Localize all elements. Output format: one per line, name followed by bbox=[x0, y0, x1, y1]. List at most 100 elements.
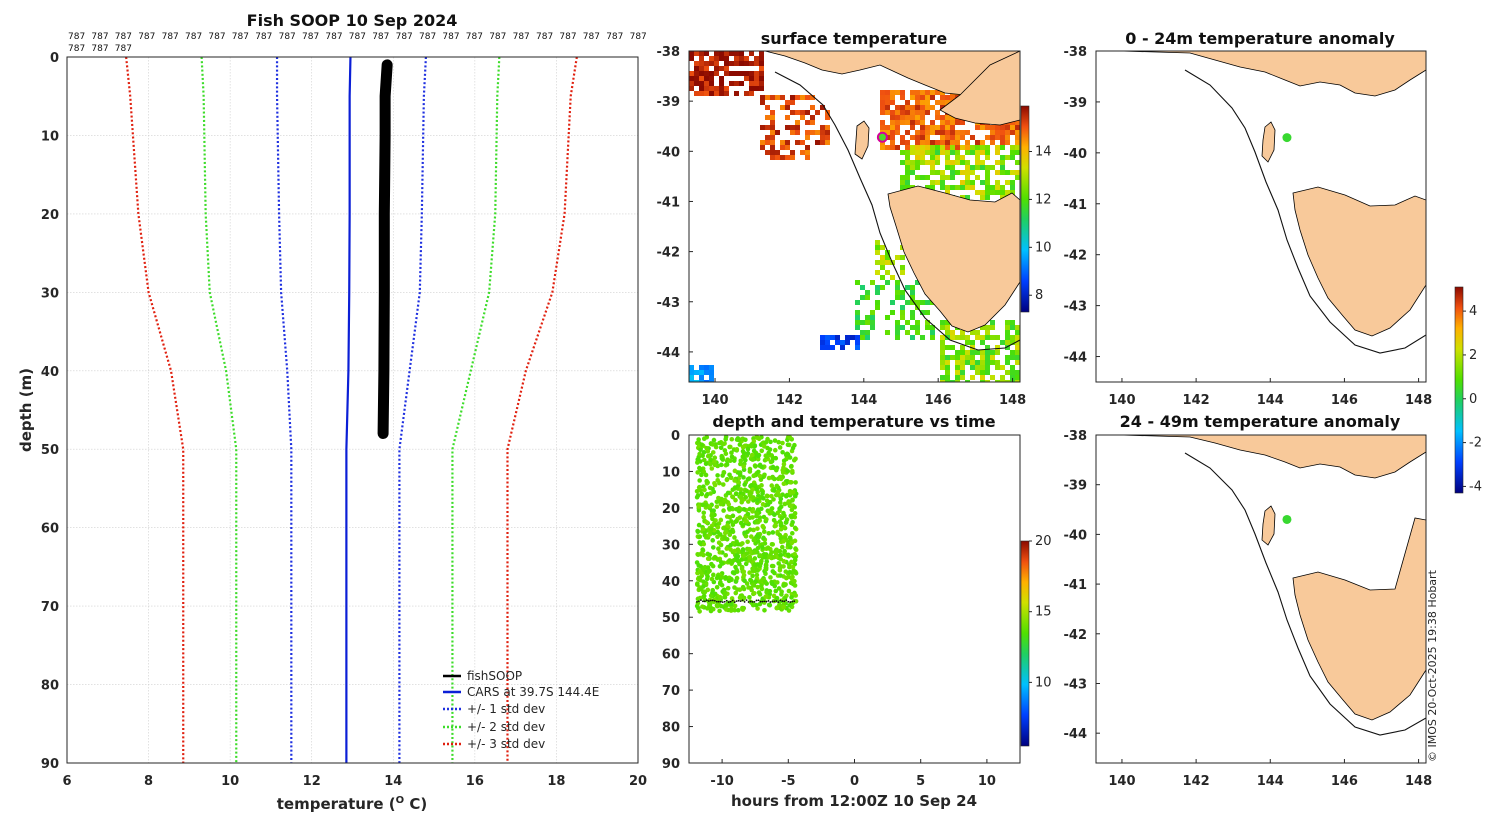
sst-cell bbox=[940, 135, 945, 140]
dt-point bbox=[700, 547, 705, 552]
dt-point bbox=[744, 551, 750, 556]
dt-point bbox=[751, 473, 756, 479]
sst-cell bbox=[1005, 130, 1010, 135]
sst-cell bbox=[920, 100, 925, 105]
sst-cell bbox=[895, 145, 900, 150]
sst-cell bbox=[790, 155, 795, 160]
sst-cell bbox=[689, 86, 694, 91]
sst-cell bbox=[689, 51, 694, 56]
legend-label-std1: +/- 1 std dev bbox=[467, 702, 545, 716]
sst-cell bbox=[915, 155, 920, 160]
dt-point bbox=[788, 480, 793, 485]
sst-cell bbox=[790, 95, 795, 100]
sst-cell bbox=[704, 61, 709, 66]
dt-point bbox=[711, 508, 716, 513]
dt-point bbox=[708, 491, 713, 496]
sst-cell bbox=[955, 170, 960, 175]
dt-bottom-trace bbox=[791, 600, 794, 603]
dt-point bbox=[716, 495, 721, 501]
sst-cell bbox=[805, 145, 810, 150]
sst-cell bbox=[810, 115, 815, 120]
sst-cell bbox=[880, 90, 885, 95]
sst-cell bbox=[699, 71, 704, 76]
dt-point bbox=[727, 515, 733, 520]
dt-point bbox=[792, 538, 798, 544]
sst-cell bbox=[945, 330, 950, 335]
sst-cell bbox=[955, 375, 960, 380]
dt-point bbox=[750, 567, 756, 573]
sst-cell bbox=[865, 320, 870, 325]
map-xtick-label: 148 bbox=[1405, 774, 1432, 789]
sst-cell bbox=[790, 150, 795, 155]
dt-point bbox=[701, 593, 707, 599]
sst-cell bbox=[780, 95, 785, 100]
sst-cell bbox=[935, 180, 940, 185]
sst-cell bbox=[955, 155, 960, 160]
dt-point bbox=[781, 564, 786, 569]
sst-cell bbox=[1010, 130, 1015, 135]
sst-land-victoria-east bbox=[939, 51, 1020, 126]
sst-cell bbox=[895, 120, 900, 125]
sst-cell bbox=[950, 135, 955, 140]
dt-point bbox=[769, 549, 774, 555]
sst-cell bbox=[915, 95, 920, 100]
dt-point bbox=[732, 485, 738, 490]
sst-cell bbox=[770, 135, 775, 140]
dt-point bbox=[699, 472, 704, 478]
sst-cell bbox=[765, 95, 770, 100]
sst-cell bbox=[935, 150, 940, 155]
dt-point bbox=[721, 525, 726, 531]
dt-point bbox=[740, 444, 746, 450]
dt-point bbox=[749, 443, 755, 449]
dt-point bbox=[781, 465, 786, 470]
dt-point bbox=[780, 544, 785, 550]
profile-title: Fish SOOP 10 Sep 2024 bbox=[247, 11, 458, 30]
sst-cell bbox=[945, 130, 950, 135]
dt-point bbox=[708, 461, 713, 467]
dt-bottom-trace bbox=[725, 599, 728, 602]
sst-cell bbox=[709, 61, 714, 66]
sst-colorbar bbox=[1020, 105, 1030, 313]
sst-cell bbox=[990, 355, 995, 360]
sst-cell bbox=[985, 330, 990, 335]
sst-cell bbox=[729, 61, 734, 66]
sst-cell bbox=[945, 375, 950, 380]
sst-cell bbox=[820, 335, 825, 340]
dt-point bbox=[769, 506, 775, 511]
sst-cell bbox=[895, 105, 900, 110]
dt-point bbox=[766, 475, 772, 481]
sst-cell bbox=[770, 120, 775, 125]
sst-cell bbox=[910, 335, 915, 340]
dt-point bbox=[729, 454, 735, 460]
dt-bottom-trace bbox=[763, 600, 766, 603]
dt-point bbox=[718, 501, 724, 507]
profile-header-code: 787 bbox=[442, 32, 459, 42]
profile-ytick-label: 10 bbox=[41, 129, 59, 144]
sst-cell bbox=[955, 355, 960, 360]
dt-point bbox=[726, 502, 732, 507]
sst-cell bbox=[945, 120, 950, 125]
sst-cell bbox=[1005, 170, 1010, 175]
sst-cell bbox=[1015, 375, 1020, 380]
sst-cell bbox=[1000, 165, 1005, 170]
dt-point bbox=[771, 517, 777, 523]
map-ytick-label: -43 bbox=[1064, 677, 1088, 692]
sst-cell bbox=[945, 175, 950, 180]
sst-cell bbox=[920, 300, 925, 305]
sst-cell bbox=[950, 380, 955, 382]
map-ytick-label: -40 bbox=[657, 145, 681, 160]
sst-cell bbox=[915, 320, 920, 325]
profile-series-cars bbox=[345, 57, 352, 763]
dt-point bbox=[720, 482, 726, 487]
dt-point bbox=[779, 592, 784, 597]
sst-cell bbox=[895, 330, 900, 335]
sst-cell bbox=[965, 180, 970, 185]
sst-cell bbox=[975, 155, 980, 160]
dt-point bbox=[741, 572, 747, 578]
sst-cell bbox=[990, 125, 995, 130]
dt-point bbox=[757, 592, 763, 597]
sst-cell bbox=[985, 365, 990, 370]
sst-cell bbox=[990, 375, 995, 380]
sst-cell bbox=[1000, 145, 1005, 150]
sst-cell bbox=[765, 125, 770, 130]
